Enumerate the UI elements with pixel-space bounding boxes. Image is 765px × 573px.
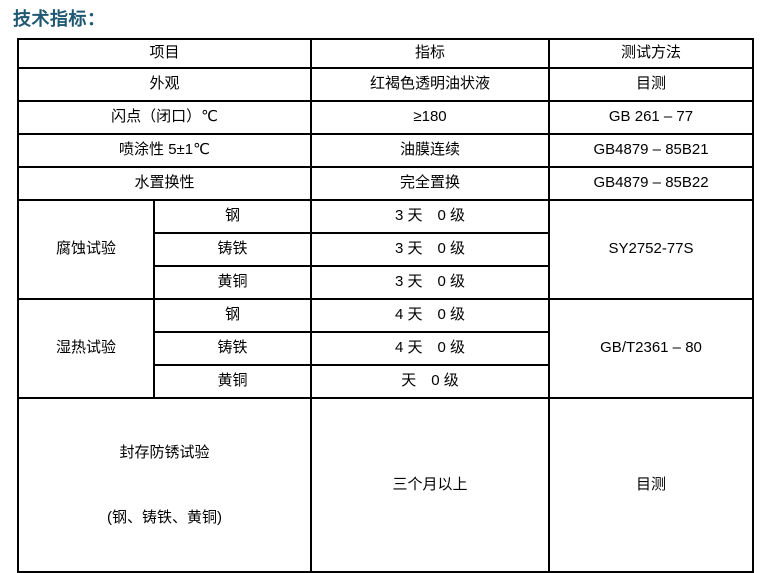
group-label-corrosion-test: 腐蚀试验 <box>17 199 155 300</box>
table-header-row: 项目 指标 测试方法 <box>16 38 755 69</box>
table-row-damp-heat-cast-iron: 铸铁 4 天 0 级 <box>18 331 753 366</box>
table-row-corrosion-steel: 腐蚀试验 钢 3 天 0 级 SY2752-77S <box>17 199 755 300</box>
material-cell: 铸铁 <box>152 232 313 267</box>
item-cell: 喷涂性 5±1℃ <box>16 133 313 168</box>
method-cell: GB4879 – 85B22 <box>548 166 755 201</box>
header-item: 项目 <box>16 38 313 69</box>
indicator-cell: 3 天 0 级 <box>310 199 551 234</box>
table-row-appearance: 外观 红褐色透明油状液 目测 <box>16 67 755 102</box>
indicator-cell: 三个月以上 <box>310 397 551 573</box>
page-title: 技术指标： <box>13 9 106 29</box>
table-row-damp-heat-brass: 黄铜 天 0 级 <box>18 364 753 399</box>
table-row-water-displacement: 水置换性 完全置换 GB4879 – 85B22 <box>16 166 755 201</box>
item-cell-storage-rust: 封存防锈试验 (钢、铸铁、黄铜) <box>16 397 313 573</box>
method-cell: GB4879 – 85B21 <box>548 133 755 168</box>
table-row-sprayability: 喷涂性 5±1℃ 油膜连续 GB4879 – 85B21 <box>16 133 755 168</box>
material-cell: 黄铜 <box>152 364 313 399</box>
indicator-cell: 油膜连续 <box>310 133 551 168</box>
storage-rust-line2: (钢、铸铁、黄铜) <box>107 509 222 526</box>
header-method: 测试方法 <box>548 38 755 69</box>
method-cell-damp-heat: GB/T2361 – 80 <box>548 298 755 399</box>
method-cell: 目测 <box>548 67 755 102</box>
indicator-cell: 红褐色透明油状液 <box>310 67 551 102</box>
table-row-corrosion-cast-iron: 铸铁 3 天 0 级 <box>18 232 753 267</box>
indicator-cell: 3 天 0 级 <box>310 265 551 300</box>
material-cell: 铸铁 <box>152 331 313 366</box>
item-cell: 水置换性 <box>16 166 313 201</box>
material-cell: 钢 <box>152 199 313 234</box>
indicator-cell: 4 天 0 级 <box>310 298 551 333</box>
indicator-cell: 完全置换 <box>310 166 551 201</box>
group-label-damp-heat-test: 湿热试验 <box>17 298 155 399</box>
material-cell: 黄铜 <box>152 265 313 300</box>
table-row-flash-point: 闪点（闭口）℃ ≥180 GB 261 – 77 <box>16 100 755 135</box>
method-cell-corrosion: SY2752-77S <box>548 199 755 300</box>
spec-table: 项目 指标 测试方法 外观 红褐色透明油状液 目测 闪点（闭口）℃ ≥180 G… <box>16 38 755 573</box>
table-row-corrosion-brass: 黄铜 3 天 0 级 <box>18 265 753 300</box>
indicator-cell: 天 0 级 <box>310 364 551 399</box>
method-cell: 目测 <box>548 397 755 573</box>
indicator-cell: ≥180 <box>310 100 551 135</box>
header-indicator: 指标 <box>310 38 551 69</box>
indicator-cell: 4 天 0 级 <box>310 331 551 366</box>
material-cell: 钢 <box>152 298 313 333</box>
table-row-damp-heat-steel: 湿热试验 钢 4 天 0 级 GB/T2361 – 80 <box>17 298 755 399</box>
indicator-cell: 3 天 0 级 <box>310 232 551 267</box>
item-cell: 外观 <box>16 67 313 102</box>
table-row-storage-rust-test: 封存防锈试验 (钢、铸铁、黄铜) 三个月以上 目测 <box>16 397 755 573</box>
item-cell: 闪点（闭口）℃ <box>16 100 313 135</box>
storage-rust-line1: 封存防锈试验 <box>119 443 210 461</box>
method-cell: GB 261 – 77 <box>548 100 755 135</box>
